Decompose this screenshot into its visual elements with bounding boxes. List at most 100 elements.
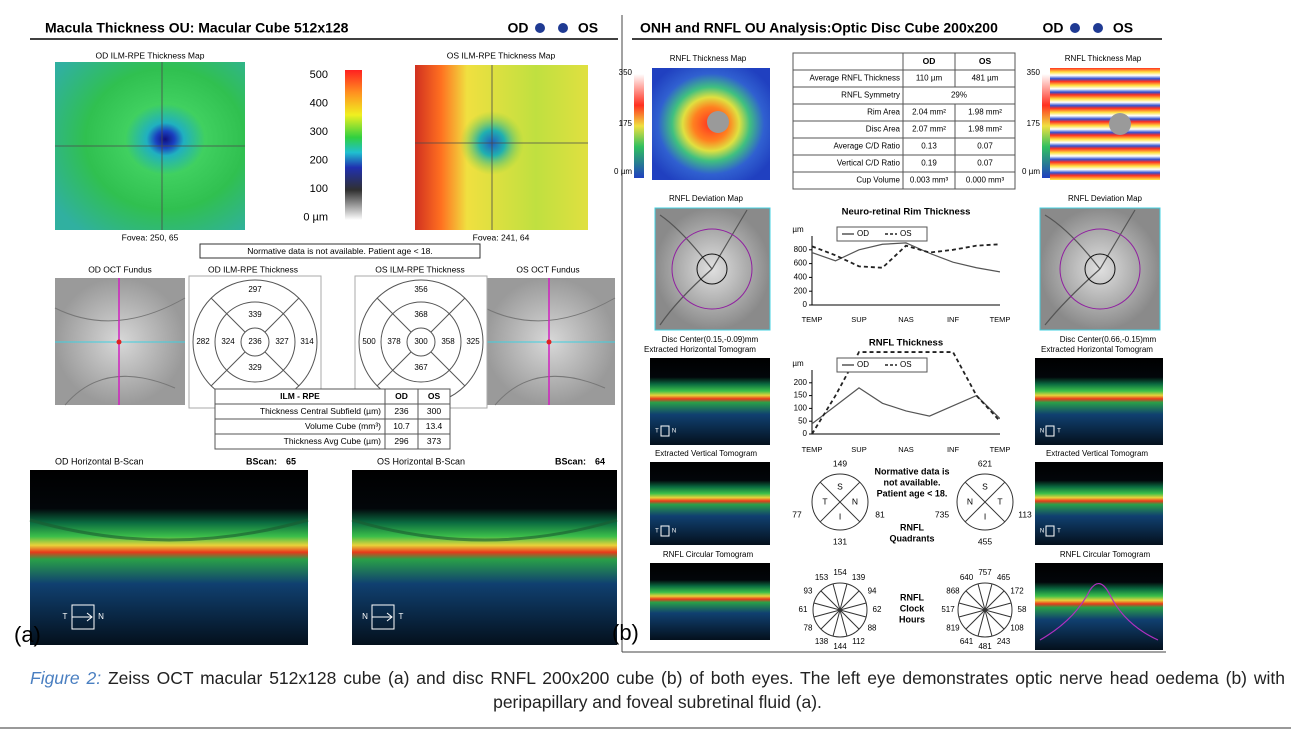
fovea-dot (547, 340, 552, 345)
clock-value: 94 (868, 587, 877, 596)
eye-dot (535, 23, 545, 33)
clock-value: 868 (946, 587, 960, 596)
label: 175 (1027, 119, 1041, 128)
label: T (399, 612, 404, 621)
label: 350 (1027, 68, 1041, 77)
tomogram (650, 358, 770, 445)
label: RNFL Deviation Map (1068, 194, 1143, 203)
legend-label: OS (900, 229, 912, 238)
eye-dot (1093, 23, 1103, 33)
thickness-value: 300 (414, 337, 428, 346)
x-tick-label: TEMP (802, 445, 823, 454)
clock-value: 108 (1010, 624, 1024, 633)
panel-title: Macula Thickness OU: Macular Cube 512x12… (45, 20, 349, 36)
thickness-value: 325 (466, 337, 480, 346)
eye-dot (558, 23, 568, 33)
chart-title: RNFL Thickness (869, 338, 943, 349)
label: 0.003 mm³ (910, 176, 949, 185)
caption: Figure 2: Zeiss OCT macular 512x128 cube… (30, 666, 1285, 714)
thickness-value: 358 (441, 337, 455, 346)
x-tick-label: INF (947, 315, 960, 324)
label: 350 (619, 68, 633, 77)
colorbar (345, 70, 362, 220)
note: Normative data is (874, 466, 949, 476)
series-line (812, 388, 1000, 424)
clock-value: 58 (1018, 605, 1027, 614)
panel-label: (a) (14, 622, 41, 647)
label: N (672, 429, 676, 435)
clock-value: 481 (978, 642, 992, 651)
label: 0.07 (977, 142, 993, 151)
quadrant-value: 735 (935, 509, 949, 519)
label: 1.98 mm² (968, 108, 1002, 117)
x-tick-label: TEMP (990, 315, 1011, 324)
colorbar-label: 300 (310, 126, 328, 138)
series-line (812, 244, 1000, 267)
label: Fovea: 241, 64 (473, 232, 530, 242)
label: T (655, 429, 659, 435)
table-text: 296 (394, 436, 408, 446)
table-text: 236 (394, 406, 408, 416)
label: I (839, 511, 841, 521)
note: Normative data is not available. Patient… (247, 246, 432, 256)
eye-label: OS (578, 20, 598, 36)
label: BScan: (555, 456, 586, 466)
scale-bar (634, 74, 644, 178)
label: OS Horizontal B-Scan (377, 456, 465, 466)
label: RNFL Symmetry (841, 91, 900, 100)
x-tick-label: SUP (851, 445, 866, 454)
label: Disc Area (866, 125, 901, 134)
y-tick-label: 50 (798, 416, 807, 425)
label: OD ILM-RPE Thickness (208, 264, 298, 274)
y-tick-label: 150 (794, 391, 808, 400)
table-text: OD (395, 391, 408, 401)
label: N (672, 529, 676, 535)
thickness-value: 356 (414, 285, 428, 294)
label: N (1040, 429, 1044, 435)
quadrant-value: 131 (833, 536, 847, 546)
thickness-value: 367 (414, 363, 428, 372)
table-text: OS (428, 391, 441, 401)
label: I (984, 511, 986, 521)
label: Extracted Horizontal Tomogram (644, 345, 756, 354)
table-text: 13.4 (426, 421, 443, 431)
scale-bar (1042, 74, 1050, 178)
clock-value: 61 (799, 605, 808, 614)
label: OS OCT Fundus (516, 264, 579, 274)
tomogram (650, 563, 770, 640)
label: 2.07 mm² (912, 125, 946, 134)
thickness-value: 314 (300, 337, 314, 346)
colorbar-label: 200 (310, 154, 328, 166)
label: T (822, 496, 827, 506)
quadrant-value: 455 (978, 536, 992, 546)
clock-value: 757 (978, 568, 992, 577)
x-tick-label: INF (947, 445, 960, 454)
disc (1109, 113, 1131, 135)
label: BScan: (246, 456, 277, 466)
x-tick-label: SUP (851, 315, 866, 324)
clock-value: 139 (852, 573, 866, 582)
clock-value: 243 (997, 637, 1011, 646)
thickness-value: 327 (275, 337, 289, 346)
thickness-value: 500 (362, 337, 376, 346)
label: Cup Volume (856, 176, 900, 185)
label: Hours (899, 614, 925, 624)
note: Patient age < 18. (877, 488, 948, 498)
label: 110 µm (916, 74, 943, 83)
thickness-value: 282 (196, 337, 210, 346)
thickness-value: 236 (248, 337, 262, 346)
label: T (63, 612, 68, 621)
label: OD (923, 56, 936, 66)
clock-value: 819 (946, 624, 960, 633)
label: 0.000 mm³ (966, 176, 1005, 185)
table-text: ILM - RPE (280, 391, 320, 401)
label: OD OCT Fundus (88, 264, 152, 274)
label: N (98, 612, 104, 621)
label: Vertical C/D Ratio (837, 159, 901, 168)
clock-value: 517 (941, 605, 955, 614)
label: RNFL Thickness Map (1065, 54, 1142, 63)
label: 65 (286, 456, 296, 466)
clock-value: 88 (868, 624, 877, 633)
label: Extracted Horizontal Tomogram (1041, 345, 1153, 354)
eye-label: OD (508, 20, 529, 36)
